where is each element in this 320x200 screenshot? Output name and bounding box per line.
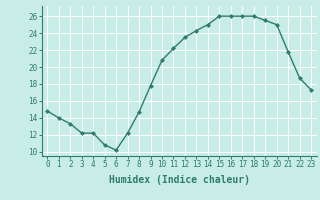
X-axis label: Humidex (Indice chaleur): Humidex (Indice chaleur)	[109, 175, 250, 185]
